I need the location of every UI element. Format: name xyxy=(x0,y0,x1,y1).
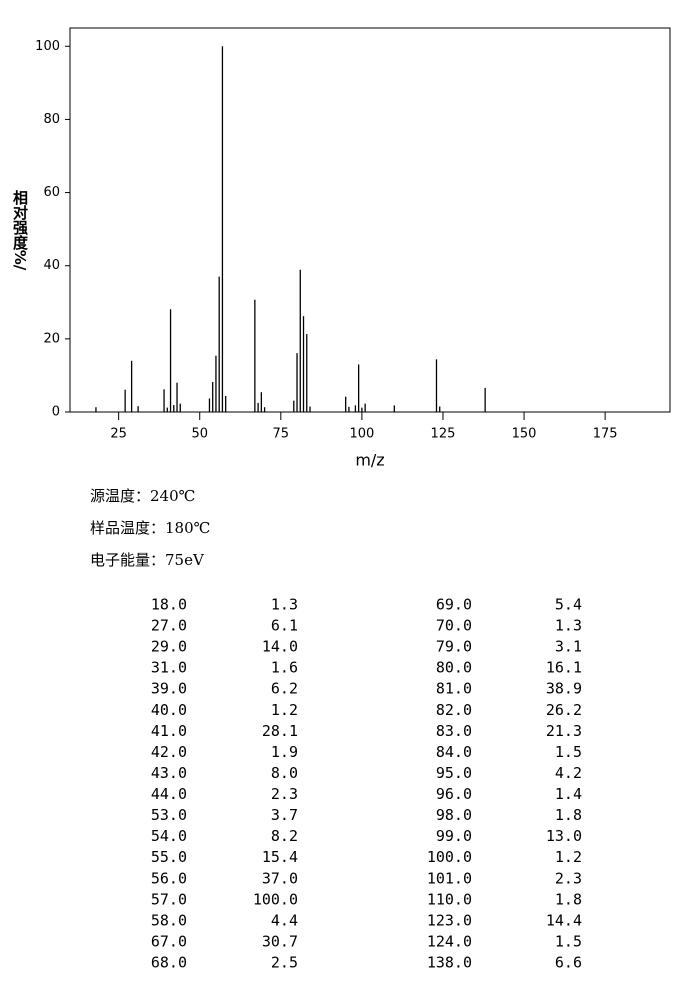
table-cell: 68.0 xyxy=(151,954,187,972)
table-cell: 1.2 xyxy=(271,701,298,719)
table-cell: 2.3 xyxy=(271,785,298,803)
x-tick-label: 175 xyxy=(593,427,618,442)
table-cell: 110.0 xyxy=(427,890,472,908)
table-cell: 124.0 xyxy=(427,932,472,950)
table-cell: 29.0 xyxy=(151,638,187,656)
table-cell: 81.0 xyxy=(436,680,472,698)
table-cell: 54.0 xyxy=(151,827,187,845)
table-cell: 21.3 xyxy=(546,722,582,740)
table-cell: 2.5 xyxy=(271,954,298,972)
table-cell: 2.3 xyxy=(555,869,582,887)
x-tick-label: 125 xyxy=(431,427,456,442)
table-cell: 1.6 xyxy=(271,659,298,677)
table-cell: 16.1 xyxy=(546,659,582,677)
y-tick-label: 100 xyxy=(35,39,60,54)
table-cell: 42.0 xyxy=(151,743,187,761)
y-tick-label: 80 xyxy=(43,112,60,127)
table-cell: 15.4 xyxy=(262,848,298,866)
table-cell: 18.0 xyxy=(151,596,187,614)
table-cell: 53.0 xyxy=(151,806,187,824)
table-cell: 41.0 xyxy=(151,722,187,740)
table-cell: 83.0 xyxy=(436,722,472,740)
table-cell: 6.2 xyxy=(271,680,298,698)
table-cell: 1.9 xyxy=(271,743,298,761)
table-cell: 28.1 xyxy=(262,722,298,740)
x-tick-label: 150 xyxy=(512,427,537,442)
table-cell: 1.4 xyxy=(555,785,582,803)
info-line: 源温度：240℃ xyxy=(90,487,195,505)
table-cell: 4.4 xyxy=(271,911,298,929)
y-tick-label: 60 xyxy=(43,185,60,200)
table-cell: 98.0 xyxy=(436,806,472,824)
table-cell: 100.0 xyxy=(253,890,298,908)
info-line: 电子能量：75eV xyxy=(90,551,205,569)
table-cell: 4.2 xyxy=(555,764,582,782)
table-cell: 58.0 xyxy=(151,911,187,929)
x-tick-label: 25 xyxy=(110,427,127,442)
x-axis-label: m/z xyxy=(355,451,384,470)
table-cell: 38.9 xyxy=(546,680,582,698)
table-cell: 123.0 xyxy=(427,911,472,929)
x-tick-label: 100 xyxy=(349,427,374,442)
table-cell: 95.0 xyxy=(436,764,472,782)
x-tick-label: 50 xyxy=(191,427,208,442)
table-cell: 27.0 xyxy=(151,617,187,635)
table-cell: 57.0 xyxy=(151,890,187,908)
table-cell: 43.0 xyxy=(151,764,187,782)
table-cell: 8.2 xyxy=(271,827,298,845)
table-cell: 1.5 xyxy=(555,743,582,761)
table-cell: 44.0 xyxy=(151,785,187,803)
table-cell: 3.7 xyxy=(271,806,298,824)
table-cell: 55.0 xyxy=(151,848,187,866)
plot-frame xyxy=(69,27,671,413)
table-cell: 6.6 xyxy=(555,954,582,972)
table-cell: 82.0 xyxy=(436,701,472,719)
table-cell: 37.0 xyxy=(262,869,298,887)
table-cell: 1.3 xyxy=(271,596,298,614)
table-cell: 5.4 xyxy=(555,596,582,614)
table-cell: 14.0 xyxy=(262,638,298,656)
table-cell: 3.1 xyxy=(555,638,582,656)
table-cell: 96.0 xyxy=(436,785,472,803)
table-cell: 101.0 xyxy=(427,869,472,887)
y-axis-label: 相对强度%/ xyxy=(11,189,29,271)
table-cell: 39.0 xyxy=(151,680,187,698)
table-cell: 138.0 xyxy=(427,954,472,972)
table-cell: 1.5 xyxy=(555,932,582,950)
table-cell: 1.8 xyxy=(555,806,582,824)
y-tick-label: 40 xyxy=(43,258,60,273)
table-cell: 14.4 xyxy=(546,911,582,929)
table-cell: 1.3 xyxy=(555,617,582,635)
table-cell: 13.0 xyxy=(546,827,582,845)
table-cell: 6.1 xyxy=(271,617,298,635)
table-cell: 40.0 xyxy=(151,701,187,719)
table-cell: 31.0 xyxy=(151,659,187,677)
x-tick-label: 75 xyxy=(273,427,290,442)
table-cell: 1.8 xyxy=(555,890,582,908)
table-cell: 8.0 xyxy=(271,764,298,782)
table-cell: 26.2 xyxy=(546,701,582,719)
table-cell: 100.0 xyxy=(427,848,472,866)
table-cell: 80.0 xyxy=(436,659,472,677)
table-cell: 30.7 xyxy=(262,932,298,950)
table-cell: 67.0 xyxy=(151,932,187,950)
y-tick-label: 20 xyxy=(43,331,60,346)
table-cell: 79.0 xyxy=(436,638,472,656)
table-cell: 70.0 xyxy=(436,617,472,635)
table-cell: 84.0 xyxy=(436,743,472,761)
table-cell: 56.0 xyxy=(151,869,187,887)
table-cell: 1.2 xyxy=(555,848,582,866)
table-cell: 69.0 xyxy=(436,596,472,614)
info-line: 样品温度：180℃ xyxy=(90,519,210,537)
y-tick-label: 0 xyxy=(52,405,60,420)
table-cell: 99.0 xyxy=(436,827,472,845)
